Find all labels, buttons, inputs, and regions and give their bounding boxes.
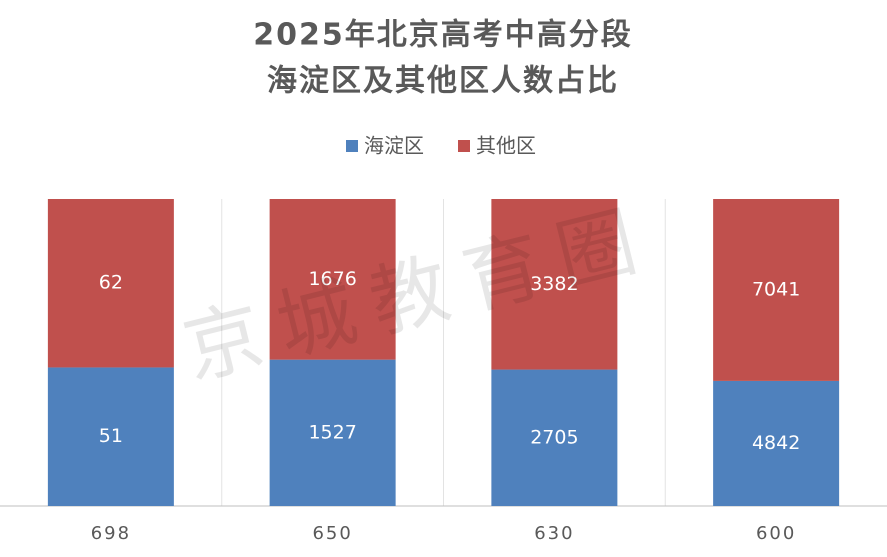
- chart-title: 2025年北京高考中高分段: [253, 18, 633, 53]
- value-label: 62: [99, 272, 123, 294]
- value-label: 4842: [752, 432, 800, 454]
- value-label: 1676: [308, 268, 356, 290]
- bar-segment: [491, 199, 618, 370]
- bar-segment: [47, 367, 174, 506]
- legend-label: 海淀区: [364, 134, 424, 158]
- legend-label: 其他区: [476, 134, 536, 158]
- x-tick-label: 650: [312, 523, 352, 544]
- bar-segment: [713, 199, 840, 381]
- x-tick-label: 600: [756, 523, 796, 544]
- bar-segment: [269, 359, 396, 506]
- bar-segment: [47, 199, 174, 368]
- value-label: 7041: [752, 278, 800, 300]
- bar-segment: [713, 380, 840, 506]
- legend-swatch: [458, 140, 470, 152]
- x-tick-label: 630: [534, 523, 574, 544]
- chart-title: 海淀区及其他区人数占比: [267, 64, 619, 99]
- bar-segment: [269, 199, 396, 360]
- value-label: 1527: [308, 421, 356, 443]
- value-label: 2705: [530, 426, 578, 448]
- legend-swatch: [346, 140, 358, 152]
- x-tick-label: 698: [91, 523, 131, 544]
- value-label: 51: [99, 425, 123, 447]
- value-label: 3382: [530, 273, 578, 295]
- bar-segment: [491, 369, 618, 506]
